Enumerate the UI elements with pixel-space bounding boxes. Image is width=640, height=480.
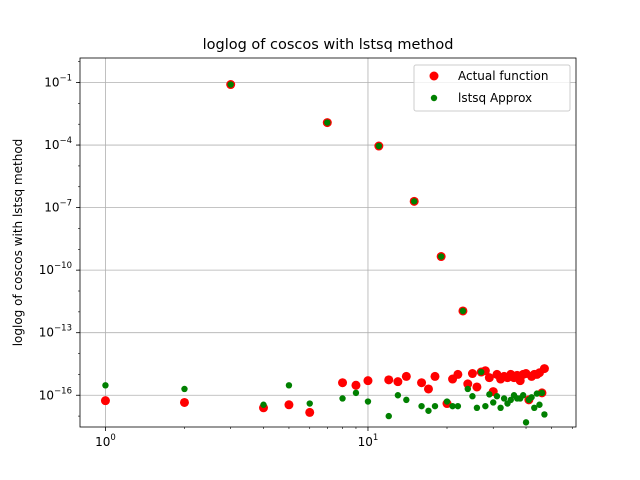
legend-marker	[430, 94, 438, 102]
x-tick-label: 101	[358, 433, 379, 449]
data-point	[385, 412, 392, 420]
y-tick-label: 10−7	[44, 199, 72, 215]
data-point	[467, 369, 477, 379]
data-point	[453, 369, 463, 379]
y-tick-label: 10−10	[39, 261, 72, 277]
plot-area: 100 101 10−16 10−13 10−10 10−7 10−4 10−1	[39, 57, 577, 449]
data-point	[384, 375, 394, 385]
data-point	[403, 396, 410, 404]
data-point	[352, 389, 360, 397]
data-point	[363, 376, 373, 386]
data-point	[393, 377, 403, 387]
legend-label: lstsq Approx	[458, 91, 532, 105]
data-point	[284, 400, 294, 410]
data-point	[490, 399, 497, 406]
data-point	[500, 395, 508, 402]
data-point	[179, 397, 189, 407]
data-point	[423, 384, 433, 394]
y-tick-label: 10−4	[44, 136, 72, 152]
data-point	[541, 411, 548, 418]
data-point	[417, 378, 427, 388]
y-axis-label: loglog of coscos with lstsq method	[11, 139, 25, 347]
legend-marker	[429, 71, 439, 81]
legend: Actual function lstsq Approx	[413, 64, 571, 112]
data-point	[469, 393, 476, 400]
data-point	[472, 382, 482, 392]
chart-title: loglog of coscos with lstsq method	[203, 37, 454, 53]
data-point	[100, 396, 110, 406]
data-point	[425, 407, 432, 414]
data-point	[454, 402, 462, 410]
data-point	[464, 385, 471, 393]
data-point	[522, 419, 530, 426]
grid-lines	[80, 58, 576, 427]
y-tick-label: 10−13	[39, 324, 72, 340]
data-point	[507, 396, 515, 404]
data-point	[305, 407, 315, 417]
data-point	[338, 378, 348, 388]
data-point	[528, 394, 535, 401]
data-point	[538, 389, 546, 397]
data-point	[394, 392, 402, 399]
data-point	[102, 382, 109, 389]
data-point	[478, 368, 485, 376]
data-point	[539, 364, 549, 374]
x-axis: 100 101	[95, 427, 378, 449]
data-point	[519, 392, 527, 399]
legend-box	[413, 64, 571, 112]
data-point	[497, 404, 504, 412]
data-point	[449, 402, 456, 410]
data-point	[306, 400, 313, 407]
data-point	[536, 401, 543, 408]
data-point	[486, 391, 493, 398]
data-point	[351, 380, 361, 390]
axes-frame	[79, 57, 577, 428]
data-point	[459, 307, 467, 315]
data-point	[482, 402, 489, 410]
data-point	[411, 198, 418, 205]
data-point	[401, 371, 411, 381]
data-point	[260, 401, 267, 408]
data-point	[364, 398, 372, 405]
data-point	[418, 402, 425, 410]
data-point	[443, 398, 451, 405]
data-point	[285, 382, 293, 389]
y-tick-label: 10−1	[44, 74, 72, 90]
data-point	[533, 390, 541, 397]
data-point	[324, 119, 331, 126]
data-point	[473, 404, 481, 412]
y-tick-label: 10−16	[39, 386, 72, 402]
data-point	[431, 402, 439, 410]
series-lstsq-approx	[102, 81, 548, 426]
legend-label: Actual function	[458, 69, 548, 83]
data-point	[463, 379, 473, 389]
data-point	[437, 253, 445, 260]
data-point	[493, 393, 501, 400]
data-point	[484, 373, 494, 383]
data-point	[227, 81, 234, 88]
series-layer	[100, 80, 549, 426]
data-point	[375, 142, 383, 150]
y-axis: 10−16 10−13 10−10 10−7 10−4 10−1	[39, 74, 80, 402]
data-point	[181, 385, 188, 393]
x-tick-label: 100	[95, 433, 116, 449]
data-point	[339, 395, 346, 402]
data-point	[430, 371, 440, 381]
data-point	[531, 404, 538, 412]
